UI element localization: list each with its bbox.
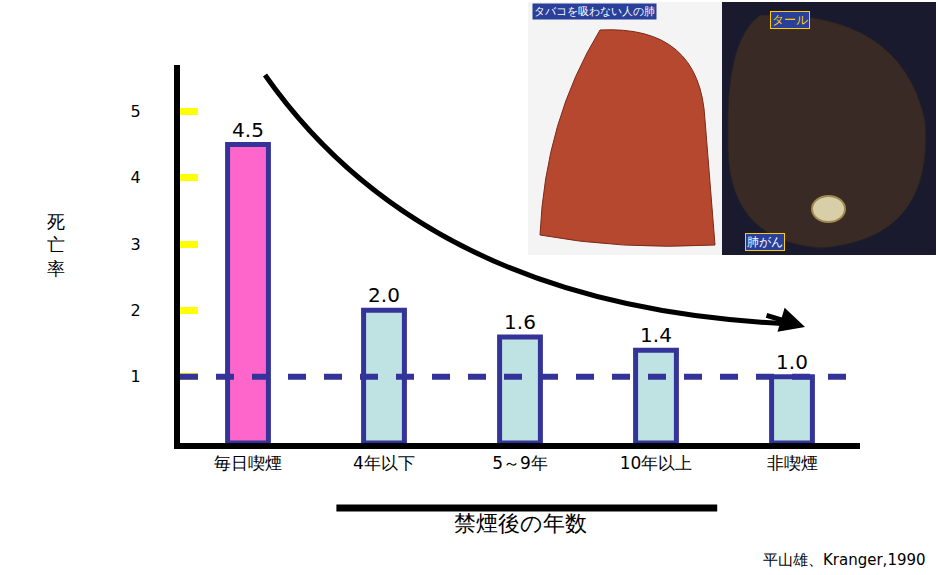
svg-text:1.4: 1.4 bbox=[640, 323, 672, 347]
svg-text:平山雄、Kranger,1990: 平山雄、Kranger,1990 bbox=[763, 551, 926, 569]
svg-text:4.5: 4.5 bbox=[232, 118, 264, 142]
svg-text:10年以上: 10年以上 bbox=[620, 453, 693, 473]
svg-text:5: 5 bbox=[131, 102, 141, 121]
svg-text:タバコを吸わない人の肺: タバコを吸わない人の肺 bbox=[534, 5, 655, 18]
svg-text:1.0: 1.0 bbox=[776, 350, 808, 374]
svg-text:5～9年: 5～9年 bbox=[492, 453, 548, 473]
svg-text:肺がん: 肺がん bbox=[747, 235, 783, 249]
svg-text:4: 4 bbox=[131, 168, 141, 187]
svg-text:禁煙後の年数: 禁煙後の年数 bbox=[454, 511, 587, 536]
svg-text:非喫煙: 非喫煙 bbox=[767, 453, 818, 473]
svg-text:死亡率: 死亡率 bbox=[47, 211, 65, 279]
svg-text:2: 2 bbox=[131, 301, 141, 320]
svg-text:4年以下: 4年以下 bbox=[353, 453, 415, 473]
svg-text:3: 3 bbox=[131, 235, 141, 254]
svg-text:毎日喫煙: 毎日喫煙 bbox=[214, 453, 282, 473]
svg-text:2.0: 2.0 bbox=[368, 283, 400, 307]
svg-text:1.6: 1.6 bbox=[504, 310, 536, 334]
svg-text:1: 1 bbox=[131, 367, 141, 386]
svg-text:タール: タール bbox=[772, 13, 808, 27]
